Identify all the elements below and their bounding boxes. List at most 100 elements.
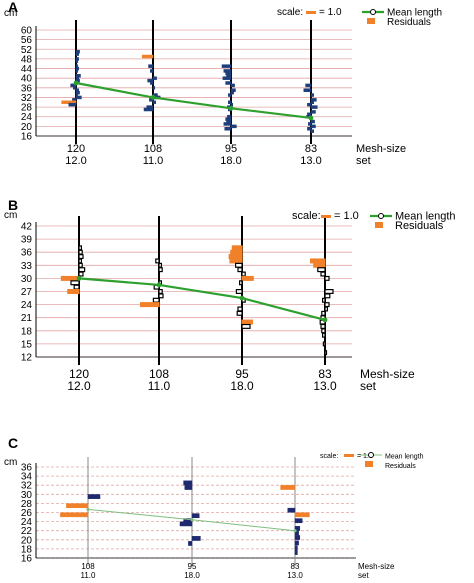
y-tick-label: 21 bbox=[21, 313, 33, 324]
x-axis-label: Mesh-size bbox=[360, 367, 415, 381]
residual-bar bbox=[191, 536, 201, 541]
residual-bar bbox=[307, 102, 312, 107]
residual-bar bbox=[230, 249, 243, 255]
legend-residual-swatch bbox=[367, 18, 375, 24]
y-tick-label: 34 bbox=[21, 472, 33, 483]
set-label: 12.0 bbox=[67, 379, 91, 393]
residual-bar bbox=[241, 275, 254, 281]
legend-residuals-label: Residuals bbox=[395, 220, 444, 232]
residual-bar bbox=[294, 530, 299, 536]
residual-bar bbox=[78, 271, 84, 277]
residual-bar bbox=[230, 102, 234, 107]
y-unit-label: cm bbox=[4, 8, 17, 19]
residual-bar bbox=[60, 512, 89, 518]
mean-length-point bbox=[239, 295, 245, 301]
y-tick-label: 26 bbox=[21, 508, 33, 519]
residual-bar bbox=[236, 310, 243, 316]
panel-label: B bbox=[8, 197, 18, 213]
mesh-size-label: 83 bbox=[305, 143, 317, 155]
residual-bar bbox=[152, 86, 156, 90]
legend-mean-label: Mean length bbox=[387, 8, 442, 19]
scale-label: scale: bbox=[277, 7, 303, 18]
residual-bar bbox=[150, 81, 154, 85]
residual-bar bbox=[78, 258, 83, 264]
scale-swatch bbox=[321, 215, 331, 218]
legend-residual-swatch bbox=[365, 461, 373, 467]
y-tick-label: 24 bbox=[21, 112, 33, 123]
residual-bar bbox=[152, 297, 160, 303]
residual-bar bbox=[310, 129, 314, 133]
y-tick-label: 20 bbox=[21, 535, 33, 546]
residual-bar bbox=[75, 95, 82, 100]
residual-bar bbox=[155, 258, 160, 264]
y-tick-label: 30 bbox=[21, 274, 33, 285]
residual-bar bbox=[78, 249, 83, 255]
mean-length-point bbox=[156, 282, 162, 288]
residual-bar bbox=[321, 310, 326, 316]
residual-bar bbox=[68, 102, 77, 107]
residual-bar bbox=[237, 306, 243, 312]
residual-bar bbox=[188, 541, 193, 546]
y-unit-label: cm bbox=[4, 210, 17, 221]
residual-bar bbox=[158, 262, 163, 268]
residual-bar bbox=[73, 284, 80, 290]
y-tick-label: 39 bbox=[21, 235, 33, 246]
legend-residuals-label: Residuals bbox=[385, 463, 416, 470]
set-label: 11.0 bbox=[148, 379, 171, 393]
residual-bar bbox=[287, 507, 296, 513]
y-tick-label: 18 bbox=[21, 544, 33, 555]
residual-bar bbox=[310, 100, 314, 105]
residual-bar bbox=[305, 83, 312, 88]
residual-bar bbox=[324, 350, 328, 356]
residual-bar bbox=[158, 293, 164, 299]
residual-bar bbox=[310, 124, 316, 129]
residual-bar bbox=[324, 306, 329, 312]
residual-bar bbox=[294, 535, 301, 540]
residual-bar bbox=[235, 262, 243, 268]
set-label: 11.0 bbox=[143, 155, 164, 167]
y-tick-label: 30 bbox=[21, 490, 33, 501]
legend-residual-swatch bbox=[375, 222, 383, 228]
residual-bar bbox=[324, 289, 334, 295]
scale-value: = 1.0 bbox=[319, 7, 342, 18]
residual-bar bbox=[143, 107, 154, 112]
residual-bar bbox=[310, 93, 314, 97]
panel-label: A bbox=[8, 0, 18, 15]
residual-bar bbox=[183, 480, 193, 486]
residual-bar bbox=[310, 105, 318, 109]
x-axis-label: set bbox=[356, 155, 371, 167]
scale-label: scale: bbox=[320, 453, 338, 460]
residual-bar bbox=[313, 262, 326, 268]
mesh-size-label: 95 bbox=[188, 562, 197, 571]
residual-bar bbox=[310, 110, 316, 114]
y-tick-label: 16 bbox=[21, 554, 33, 565]
y-tick-label: 27 bbox=[21, 287, 33, 298]
residual-bar bbox=[241, 323, 251, 329]
residual-bar bbox=[67, 289, 80, 295]
y-tick-label: 36 bbox=[21, 463, 33, 474]
scale-value: = 1.0 bbox=[334, 210, 359, 222]
residual-bar bbox=[231, 245, 243, 251]
residual-bar bbox=[179, 521, 193, 527]
residual-bar bbox=[148, 64, 154, 68]
residual-bar bbox=[321, 328, 326, 334]
mesh-size-label: 120 bbox=[69, 367, 89, 381]
residual-bar bbox=[140, 302, 160, 308]
y-tick-label: 28 bbox=[21, 499, 33, 510]
y-tick-label: 36 bbox=[21, 248, 33, 259]
mean-length-line bbox=[75, 81, 312, 120]
residual-bar bbox=[152, 76, 157, 80]
residual-bar bbox=[229, 258, 243, 264]
residual-bar bbox=[75, 52, 79, 56]
mesh-size-label: 95 bbox=[225, 143, 237, 155]
set-label: 13.0 bbox=[313, 379, 337, 393]
set-label: 18.0 bbox=[230, 379, 254, 393]
y-unit-label: cm bbox=[4, 457, 17, 468]
residual-bar bbox=[294, 550, 298, 555]
x-axis-label: Mesh-size bbox=[358, 562, 395, 571]
residual-bar bbox=[317, 267, 326, 273]
residual-bar bbox=[322, 297, 326, 303]
